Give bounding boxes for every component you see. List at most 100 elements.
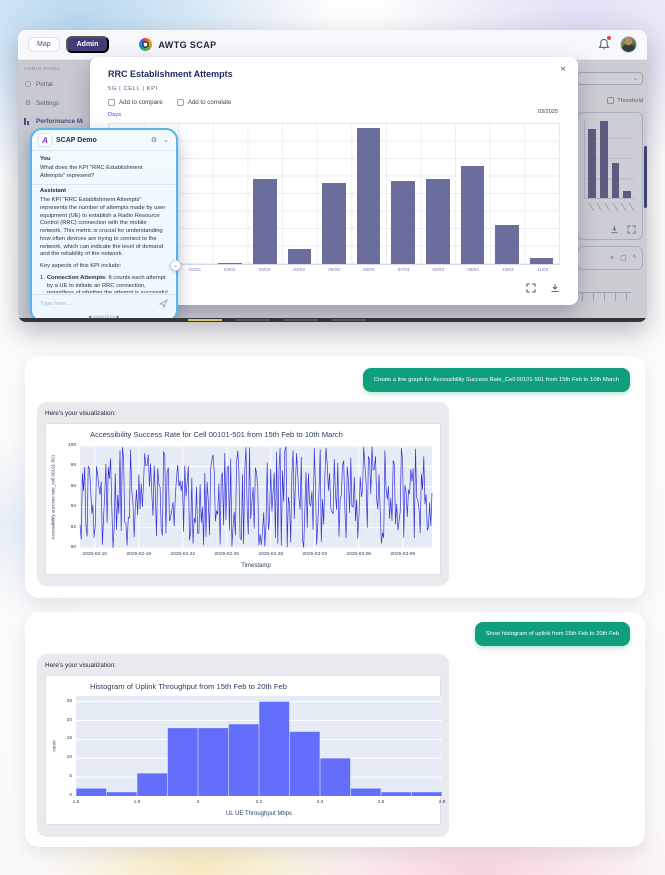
sidebar-item-settings[interactable]: Settings	[24, 99, 83, 107]
mini-bar	[611, 163, 620, 198]
notification-dot	[607, 36, 611, 40]
kpi-x-tick: 10/03	[502, 267, 514, 272]
axis-tick-label: 20	[66, 717, 72, 723]
axis-tick-label: 0	[69, 793, 72, 798]
axis-tick-label: 1.6	[72, 800, 80, 805]
kpi-bar-column	[386, 124, 421, 264]
sidebar-section-label: ADMIN PANEL	[24, 67, 61, 72]
chat-input[interactable]	[40, 300, 155, 307]
mini-bar-chart	[584, 121, 634, 199]
close-tool-icon[interactable]: ×	[609, 254, 615, 262]
kpi-bar-column	[178, 124, 213, 264]
notification-bell-icon[interactable]	[598, 36, 611, 51]
axis-tick-label: 90	[70, 545, 76, 550]
message-divider	[32, 184, 176, 186]
chat-input-row	[32, 294, 176, 312]
mini-bar	[623, 191, 631, 198]
app-logo-icon	[139, 38, 153, 51]
kpi-x-tick: 05/03	[328, 267, 340, 272]
scroll-down-button[interactable]	[170, 260, 181, 271]
axis-tick-label: 10	[66, 755, 72, 761]
user-question: What does the KPI "RRC Establishment Att…	[40, 164, 143, 179]
download-icon[interactable]	[610, 225, 619, 234]
axis-tick-label: 5	[69, 774, 72, 780]
axis-tick-label: 92	[70, 524, 76, 530]
axis-tick-label: 2.8	[438, 800, 446, 805]
kpi-bar	[252, 178, 277, 264]
sidebar-item-portal[interactable]: Portal	[24, 80, 83, 88]
assistant-answer: The KPI "RRC Establishment Attempts" rep…	[40, 197, 166, 258]
days-granularity[interactable]: Days	[108, 112, 122, 118]
add-to-correlate-option[interactable]: Add to correlate	[176, 99, 232, 106]
axis-tick-label: 2025-03-03	[302, 552, 328, 557]
x-axis-label: UL UE Throughput Mbps	[225, 811, 293, 817]
histogram-panel: Histogram of Uplink Throughput from 15th…	[45, 675, 445, 825]
kpi-bar-column	[351, 124, 386, 264]
assistant-role-label: Assistant	[40, 188, 67, 195]
kpi-x-tick: 07/03	[397, 267, 410, 272]
send-icon[interactable]	[159, 299, 168, 308]
correlate-label: Add to correlate	[187, 99, 232, 106]
mini-bar	[588, 128, 596, 198]
kpi-bar-column	[455, 124, 490, 264]
axis-tick-label: 94	[70, 504, 76, 510]
map-button[interactable]: Map	[28, 37, 60, 52]
threshold-checkbox-row[interactable]: Threshold	[577, 97, 643, 104]
bot-message-bubble: Here's your visualization: Histogram of …	[37, 654, 449, 837]
app-header: Map Admin AWTG SCAP	[18, 30, 647, 60]
kpi-bar	[391, 181, 415, 264]
kpi-x-tick: 03/03	[258, 267, 271, 272]
chat-minimize-chevron-icon[interactable]	[163, 136, 169, 144]
collapse-icon[interactable]: ^	[632, 254, 636, 262]
user-avatar[interactable]	[620, 36, 637, 53]
axis-tick-label: 2025-02-28	[258, 552, 284, 557]
kpi-x-tick: 06/03	[362, 267, 375, 272]
axis-tick-label: 98	[70, 463, 76, 469]
kpi-bar-column	[247, 124, 282, 264]
kpi-bar-column	[524, 124, 559, 264]
user-message-bubble: Create a line graph for Accessibility Su…	[362, 368, 630, 392]
assistant-list-item: 1. Connection Attempts: It counts each a…	[40, 275, 168, 293]
kpi-tags: 5G | CELL | KPI	[108, 86, 158, 92]
add-to-compare-option[interactable]: Add to compare	[108, 99, 163, 106]
kpi-bar-column	[317, 124, 352, 264]
clipboard-icon[interactable]: ▢	[620, 255, 627, 262]
chat-messages: You What does the KPI "RRC Establishment…	[32, 151, 176, 293]
x-axis-label: Timestamp	[241, 563, 271, 569]
axis-tick-label: 15	[66, 736, 72, 742]
expand-icon[interactable]	[627, 225, 636, 234]
bot-intro-text: Here's your visualization:	[45, 662, 116, 669]
close-icon[interactable]: ×	[560, 64, 566, 75]
list-number: 1.	[40, 274, 45, 281]
chat-settings-gear-icon[interactable]	[151, 136, 157, 144]
mini-bar	[599, 121, 608, 198]
correlate-checkbox[interactable]	[176, 99, 184, 106]
page-scrollbar[interactable]	[644, 146, 647, 208]
powered-by: ◆ powered by ◆	[88, 314, 120, 319]
expand-icon[interactable]	[526, 283, 536, 293]
kpi-bar	[218, 262, 242, 264]
kpi-bar	[529, 258, 554, 264]
list-item-text: : It counts each attempt by a UE to init…	[46, 274, 168, 293]
bot-message-bubble: Here's your visualization: Accessibility…	[37, 402, 449, 586]
y-axis-label: Accessibility success rate_cell 00101-50…	[50, 454, 56, 540]
assistant-key-aspects: Key aspects of this KPI include:	[40, 263, 122, 270]
bar-chart-icon	[24, 118, 32, 125]
kpi-bar-column	[490, 124, 525, 264]
threshold-checkbox[interactable]	[607, 97, 615, 104]
download-icon[interactable]	[550, 283, 560, 293]
user-role-label: You	[40, 156, 51, 162]
line-chart-panel: Accessibility Success Rate for Cell 0010…	[45, 423, 441, 575]
admin-button[interactable]: Admin	[65, 36, 110, 53]
axis-tick-label: 2025-03-09	[390, 552, 416, 557]
sidebar-item-performance[interactable]: Performance Manage	[24, 118, 83, 125]
kpi-bar	[356, 128, 381, 264]
user-message-bubble: Show histogram of uplink from 15th Feb t…	[474, 622, 630, 646]
axis-tick-label: 2025-02-19	[126, 552, 152, 557]
scap-logo-icon: A	[39, 134, 51, 146]
axis-tick-label: 96	[70, 483, 76, 489]
kpi-bar	[460, 166, 485, 264]
chat-widget-header: A SCAP Demo	[32, 130, 176, 151]
compare-checkbox[interactable]	[108, 99, 115, 106]
compare-label: Add to compare	[119, 99, 163, 106]
